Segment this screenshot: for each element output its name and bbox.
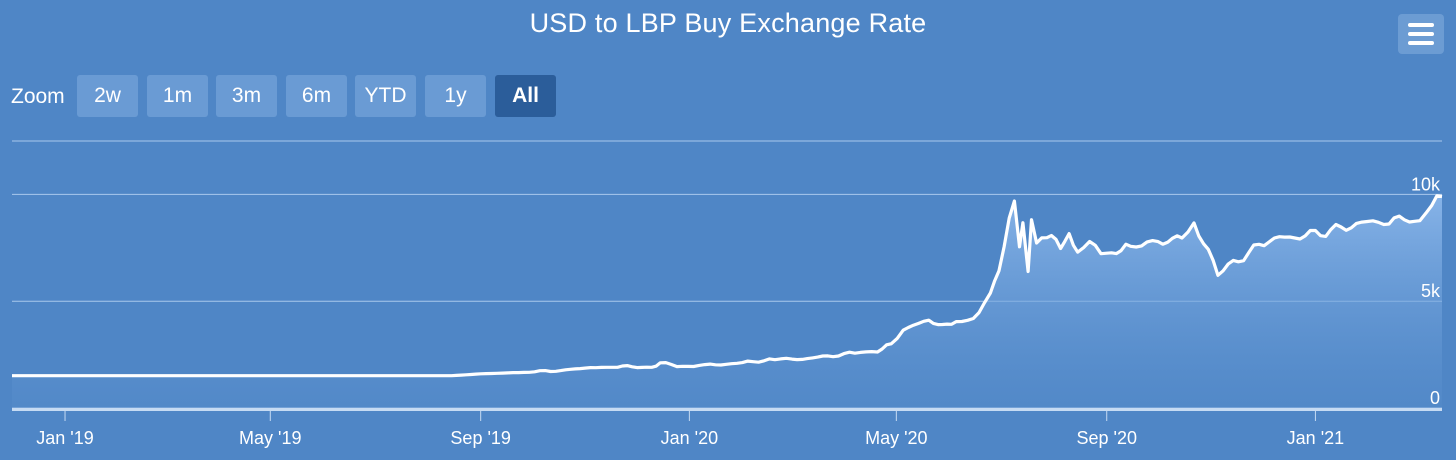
zoom-ytd-button[interactable]: YTD	[355, 75, 416, 117]
series-line	[12, 194, 1443, 378]
zoom-label: Zoom	[11, 85, 65, 108]
x-tick-label: Jan '19	[36, 428, 93, 448]
zoom-1y-button[interactable]: 1y	[425, 75, 486, 117]
x-tick-label: Sep '20	[1076, 428, 1137, 448]
menu-bar-1	[1408, 23, 1434, 27]
menu-bar-3	[1408, 41, 1434, 45]
x-tick-label: May '20	[865, 428, 927, 448]
zoom-2w-button[interactable]: 2w	[77, 75, 138, 117]
zoom-all-button[interactable]: All	[495, 75, 556, 117]
zoom-3m-button[interactable]: 3m	[216, 75, 277, 117]
x-tick-label: Jan '21	[1287, 428, 1344, 448]
zoom-1m-button[interactable]: 1m	[147, 75, 208, 117]
chart-title: USD to LBP Buy Exchange Rate	[529, 8, 927, 38]
x-tick-label: Jan '20	[661, 428, 718, 448]
hamburger-menu-icon[interactable]	[1398, 14, 1444, 54]
y-tick-label: 5k	[1421, 281, 1441, 301]
menu-bar-2	[1408, 32, 1434, 36]
y-tick-label: 0	[1430, 388, 1440, 408]
x-tick-label: May '19	[239, 428, 301, 448]
x-tick-label: Sep '19	[450, 428, 511, 448]
zoom-6m-button[interactable]: 6m	[286, 75, 347, 117]
y-tick-label: 10k	[1411, 174, 1441, 194]
